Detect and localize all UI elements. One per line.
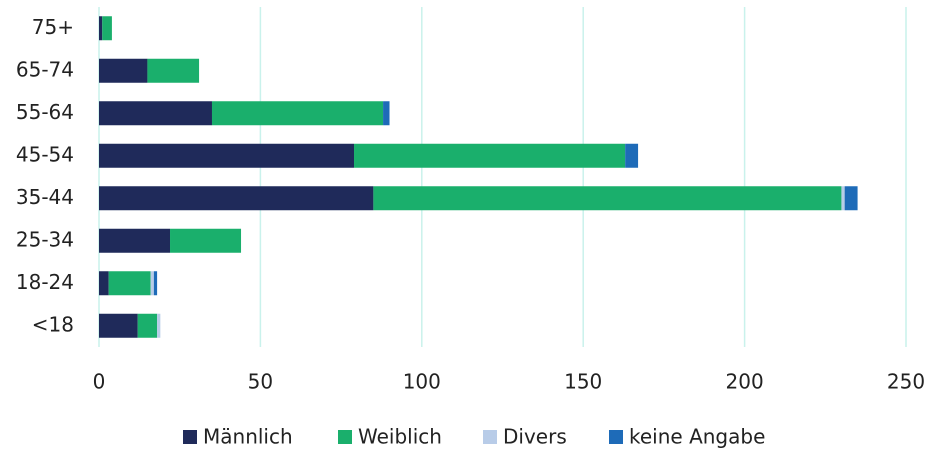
bar-segment (108, 271, 151, 296)
legend-swatch (183, 430, 197, 444)
x-tick-label: 150 (564, 370, 602, 394)
x-tick-label: 250 (887, 370, 925, 394)
y-tick-label: 75+ (32, 15, 74, 39)
bar-segment (211, 101, 384, 126)
y-tick-label: 45-54 (16, 142, 74, 166)
bar-segment (137, 313, 158, 338)
bar-segment (99, 228, 171, 253)
y-tick-label: 55-64 (16, 100, 74, 124)
y-tick-label: 35-44 (16, 185, 74, 209)
bar-segment (150, 271, 154, 296)
bar-segment (99, 186, 374, 211)
y-tick-label: 65-74 (16, 57, 74, 81)
legend-swatch (483, 430, 497, 444)
bar-segment (157, 313, 161, 338)
x-tick-label: 0 (93, 370, 106, 394)
legend-swatch (338, 430, 352, 444)
y-tick-label: <18 (32, 312, 74, 336)
legend-label: Weiblich (358, 425, 442, 449)
bar-segment (99, 271, 109, 296)
bar-segment (383, 101, 390, 126)
bar-segment (170, 228, 242, 253)
x-tick-label: 100 (403, 370, 441, 394)
legend-label: Männlich (203, 425, 293, 449)
bar-segment (354, 143, 626, 168)
legend-swatch (609, 430, 623, 444)
bar-segment (99, 16, 103, 41)
bar-segment (102, 16, 112, 41)
bar-segment (841, 186, 845, 211)
x-tick-label: 50 (248, 370, 273, 394)
bar-segment (373, 186, 842, 211)
bar-segment (99, 58, 148, 83)
y-tick-label: 18-24 (16, 270, 74, 294)
y-tick-label: 25-34 (16, 227, 74, 251)
legend-label: Divers (503, 425, 567, 449)
legend-label: keine Angabe (629, 425, 765, 449)
bar-segment (99, 143, 355, 168)
bar-segment (153, 271, 158, 296)
bar-segment (844, 186, 858, 211)
x-tick-label: 200 (726, 370, 764, 394)
bar-segment (625, 143, 639, 168)
bar-segment (99, 313, 138, 338)
bar-segment (99, 101, 212, 126)
bar-segment (147, 58, 200, 83)
